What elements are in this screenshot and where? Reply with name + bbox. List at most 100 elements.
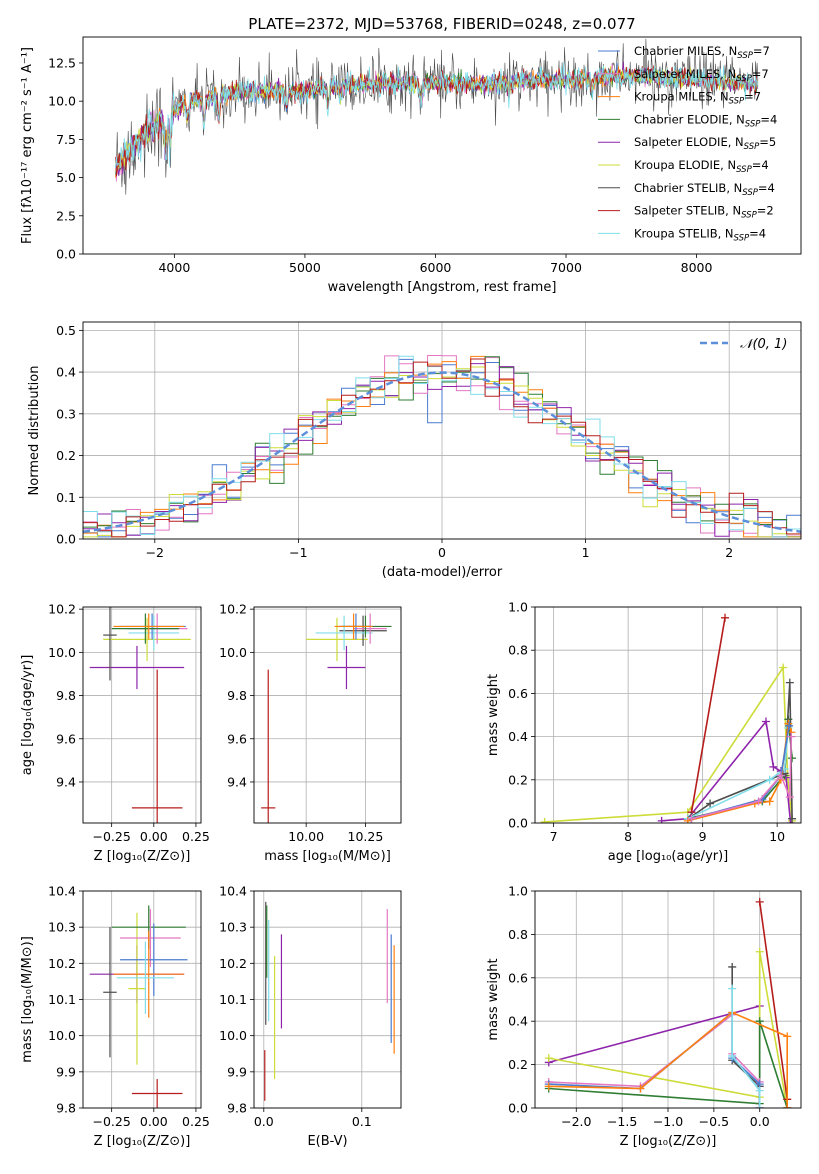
plot-area	[83, 355, 801, 539]
x-tick-label: 8000	[681, 260, 713, 275]
weight-line	[731, 988, 761, 1108]
y-tick-label: 9.8	[56, 688, 76, 703]
weight-line	[690, 617, 726, 813]
y-axis-label: mass weight	[486, 674, 501, 756]
y-tick-label: 0.4	[508, 1014, 528, 1029]
x-tick-label: 5000	[289, 260, 321, 275]
weight-marker	[728, 984, 737, 993]
x-tick-label: 8	[624, 829, 632, 844]
y-axis-label: age [log₁₀(age/yr)]	[20, 655, 35, 776]
error-bar-point	[334, 613, 373, 640]
error-bar-point	[120, 909, 181, 967]
x-tick-label: 9	[699, 829, 707, 844]
spectrum-title: PLATE=2372, MJD=53768, FIBERID=0248, z=0…	[248, 15, 635, 33]
weight-marker	[761, 717, 770, 726]
x-tick-label: 0.25	[182, 1114, 210, 1129]
y-tick-label: 5.0	[56, 170, 76, 185]
error-bar-point	[128, 615, 180, 651]
y-tick-label: 9.9	[56, 1064, 76, 1079]
legend-entry: Salpeter ELODIE, NSSP=5	[634, 135, 776, 152]
y-tick-label: 9.4	[227, 774, 247, 789]
y-tick-label: 9.6	[56, 731, 76, 746]
weight-marker	[785, 678, 794, 687]
y-tick-label: 9.6	[227, 731, 247, 746]
weight-marker	[728, 1051, 737, 1060]
error-bar-point	[103, 617, 191, 661]
y-tick-label: 2.5	[56, 208, 76, 223]
x-tick-label: 7	[550, 829, 558, 844]
legend-entry: Chabrier STELIB, NSSP=4	[634, 181, 775, 198]
y-tick-label: 0.0	[56, 532, 76, 547]
x-tick-label: 0.25	[182, 829, 210, 844]
weight-line	[758, 901, 789, 1108]
y-tick-label: 10.0	[48, 94, 76, 109]
y-tick-label: 10.4	[219, 884, 247, 899]
y-tick-label: 10.1	[48, 992, 76, 1007]
x-axis-label: Z [log₁₀(Z/Z⊙)]	[94, 1134, 191, 1149]
weight-marker	[783, 1104, 792, 1108]
x-tick-label: 10.25	[348, 829, 384, 844]
y-tick-label: 0.6	[508, 686, 528, 701]
panel-age-vs-Z: −0.25 0.00 0.25 9.4 9.6 9.8 10.0 10.2 Z [log₁₀(Z…	[20, 602, 210, 864]
x-axis-label: E(B-V)	[307, 1134, 347, 1149]
spectrum-line	[115, 61, 759, 168]
weight-marker	[706, 799, 715, 808]
y-axis-label: mass weight	[486, 958, 501, 1040]
error-bar-point	[131, 669, 183, 823]
y-tick-label: 10.0	[219, 1028, 247, 1043]
legend-entry: Chabrier ELODIE, NSSP=4	[634, 112, 777, 129]
x-tick-label: 0.0	[254, 1114, 274, 1129]
weight-marker	[785, 793, 794, 802]
x-tick-label: 0.1	[352, 1114, 372, 1129]
x-tick-label: −2.0	[561, 1114, 591, 1129]
y-tick-label: 12.5	[48, 55, 76, 70]
y-tick-label: 1.0	[508, 600, 528, 615]
error-bar-point	[339, 615, 387, 646]
legend-entry: Chabrier MILES, NSSP=7	[634, 44, 770, 61]
weight-marker	[788, 754, 797, 763]
axes-frame	[82, 36, 802, 255]
y-tick-label: 10.0	[48, 645, 76, 660]
y-tick-label: 0.6	[508, 970, 528, 985]
x-axis-label: wavelength [Angstrom, rest frame]	[328, 280, 557, 295]
error-bar-point	[353, 613, 387, 644]
weight-marker	[788, 814, 797, 823]
y-axis-label: mass [log₁₀(M/M⊙)]	[20, 936, 35, 1063]
x-tick-label: −0.5	[699, 1114, 729, 1129]
error-bar-point	[116, 941, 175, 1014]
panel-age-vs-mass: 10.00 10.25 9.4 9.6 9.8 10.0 10.2 mass [log₁₀(M…	[219, 602, 402, 864]
axes-frame	[534, 606, 802, 824]
panel-spectrum: 4000 5000 6000 7000 8000 0.0 2.5 5.0 7.5 10.0 12.5…	[20, 36, 802, 295]
plot-area	[115, 38, 759, 195]
legend-entry: Salpeter STELIB, NSSP=2	[634, 204, 774, 221]
error-bar-point	[120, 923, 188, 996]
weight-line	[544, 664, 793, 823]
x-tick-label: 1	[582, 545, 590, 560]
legend-entry: Kroupa STELIB, NSSP=4	[634, 226, 766, 243]
x-tick-label: 0	[438, 545, 446, 560]
x-axis-label: (data-model)/error	[382, 565, 503, 580]
y-tick-label: 0.2	[56, 448, 76, 463]
weight-marker	[755, 897, 764, 906]
y-tick-label: 10.0	[48, 1028, 76, 1043]
x-tick-label: 0.0	[750, 1114, 770, 1129]
plot-area	[89, 607, 191, 823]
x-axis-label: Z [log₁₀(Z/Z⊙)]	[94, 849, 191, 864]
y-tick-label: 9.8	[227, 1101, 247, 1116]
x-tick-label: 0.00	[140, 1114, 168, 1129]
y-tick-label: 0.4	[508, 729, 528, 744]
panel-mass-vs-ebv: 0.0 0.1 9.8 9.9 10.0 10.1 10.2 10.3 10.4 E(B-V)	[219, 884, 402, 1149]
histogram-legend: 𝒩(0, 1)	[700, 337, 787, 352]
x-axis-label: Z [log₁₀(Z/Z⊙)]	[620, 1134, 717, 1149]
normal-curve	[83, 371, 801, 533]
legend-entry: Kroupa MILES, NSSP=7	[634, 90, 761, 107]
x-tick-label: 10	[769, 829, 785, 844]
weight-marker	[779, 663, 788, 672]
error-bar-point	[113, 930, 185, 1018]
weight-marker	[687, 814, 696, 823]
y-tick-label: 10.0	[219, 645, 247, 660]
y-tick-label: 10.1	[219, 992, 247, 1007]
y-tick-label: 10.2	[219, 602, 247, 617]
y-tick-label: 0.0	[508, 816, 528, 831]
